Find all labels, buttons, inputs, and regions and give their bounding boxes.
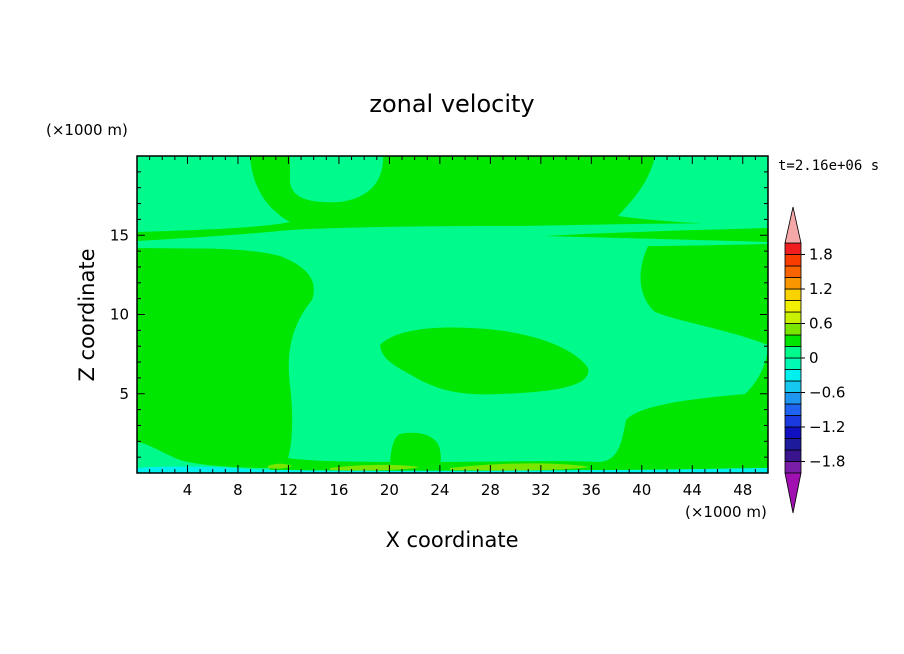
x-tick-label: 24	[430, 481, 449, 499]
colorbar-segment	[784, 346, 802, 359]
contour-inner-blob	[380, 327, 589, 395]
x-tick-label: 48	[733, 481, 752, 499]
colorbar-tick-label: −0.6	[809, 384, 845, 402]
colorbar-tick-label: 1.8	[809, 246, 833, 264]
x-tick-label: 44	[683, 481, 702, 499]
contour-weak-band-upper	[137, 223, 768, 249]
x-axis-ticks: 4 8 12 16 20 24 28 32 36 40 44 48	[149, 156, 756, 499]
colorbar-segment	[784, 426, 802, 439]
chart-title: zonal velocity	[369, 90, 534, 118]
x-tick-label: 32	[531, 481, 550, 499]
colorbar-segment	[784, 288, 802, 301]
colorbar-segment	[784, 334, 802, 347]
colorbar-segment	[784, 300, 802, 313]
colorbar-segment	[784, 403, 802, 416]
colorbar-over-arrow	[784, 206, 802, 244]
contour-positive-speck-1	[330, 464, 420, 471]
colorbar-segment	[784, 461, 802, 474]
colorbar-segment	[784, 380, 802, 393]
colorbar-tick-label: 0.6	[809, 315, 833, 333]
colorbar-tick-label: −1.8	[809, 453, 845, 471]
x-tick-label: 36	[582, 481, 601, 499]
y-tick-label: 10	[110, 306, 129, 324]
contour-negative-strip	[137, 466, 768, 473]
colorbar-segment	[784, 415, 802, 428]
time-label: t=2.16e+06 s	[778, 158, 879, 174]
contour-positive-speck-2	[450, 463, 590, 471]
colorbar-tick-label: 1.2	[809, 280, 833, 298]
colorbar-segment	[784, 265, 802, 278]
x-tick-label: 20	[380, 481, 399, 499]
colorbar-segment	[784, 323, 802, 336]
x-tick-label: 16	[329, 481, 348, 499]
colorbar-segment	[784, 357, 802, 370]
x-tick-label: 12	[279, 481, 298, 499]
y-tick-label: 5	[119, 385, 129, 403]
x-axis-label: X coordinate	[385, 528, 518, 552]
contour-weak-top-middle	[290, 156, 384, 203]
colorbar-segment	[784, 449, 802, 462]
contour-weak-top-left	[137, 156, 290, 232]
colorbar: 1.8 1.2 0.6 0 −0.6 −1.2 −1.8	[784, 206, 845, 514]
colorbar-segment	[784, 277, 802, 290]
x-tick-label: 4	[183, 481, 193, 499]
colorbar-segment	[784, 369, 802, 382]
x-tick-label: 28	[481, 481, 500, 499]
colorbar-segment	[784, 392, 802, 405]
contour-weak-bottom-left	[137, 442, 270, 473]
y-axis-ticks: 5 10 15	[110, 171, 768, 458]
contour-weak-top-right	[618, 156, 768, 226]
y-axis-label: Z coordinate	[75, 248, 99, 381]
colorbar-under-arrow	[784, 472, 802, 514]
contour-field	[137, 156, 768, 473]
colorbar-tick-label: −1.2	[809, 418, 845, 436]
y-axis-unit: (×1000 m)	[46, 121, 128, 139]
colorbar-tick-label: 0	[809, 349, 819, 367]
x-tick-label: 40	[632, 481, 651, 499]
contour-bottom-blob	[390, 432, 441, 472]
colorbar-segment	[784, 242, 802, 255]
y-tick-label: 15	[110, 226, 129, 244]
x-tick-label: 8	[233, 481, 243, 499]
colorbar-segment	[784, 438, 802, 451]
contour-positive-speck-3	[268, 463, 292, 469]
x-axis-unit: (×1000 m)	[685, 503, 767, 521]
colorbar-segment	[784, 311, 802, 324]
colorbar-segment	[784, 254, 802, 267]
